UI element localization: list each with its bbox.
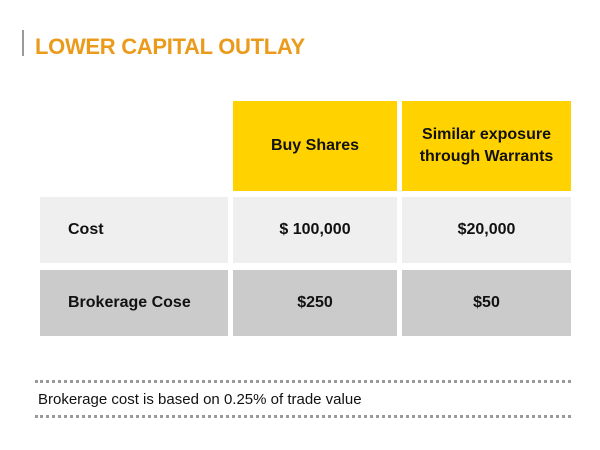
- table-cell: $50: [402, 270, 571, 336]
- title-accent: [22, 30, 24, 56]
- divider: [35, 415, 571, 418]
- row-label: Cost: [40, 197, 228, 263]
- divider: [35, 380, 571, 383]
- table-cell: $250: [233, 270, 397, 336]
- row-label: Brokerage Cose: [40, 270, 228, 336]
- column-header: Buy Shares: [233, 101, 397, 191]
- table-cell: $20,000: [402, 197, 571, 263]
- table-cell: $ 100,000: [233, 197, 397, 263]
- column-header: Similar exposure through Warrants: [402, 101, 571, 191]
- title: LOWER CAPITAL OUTLAY: [35, 34, 305, 59]
- footnote: Brokerage cost is based on 0.25% of trad…: [38, 391, 362, 408]
